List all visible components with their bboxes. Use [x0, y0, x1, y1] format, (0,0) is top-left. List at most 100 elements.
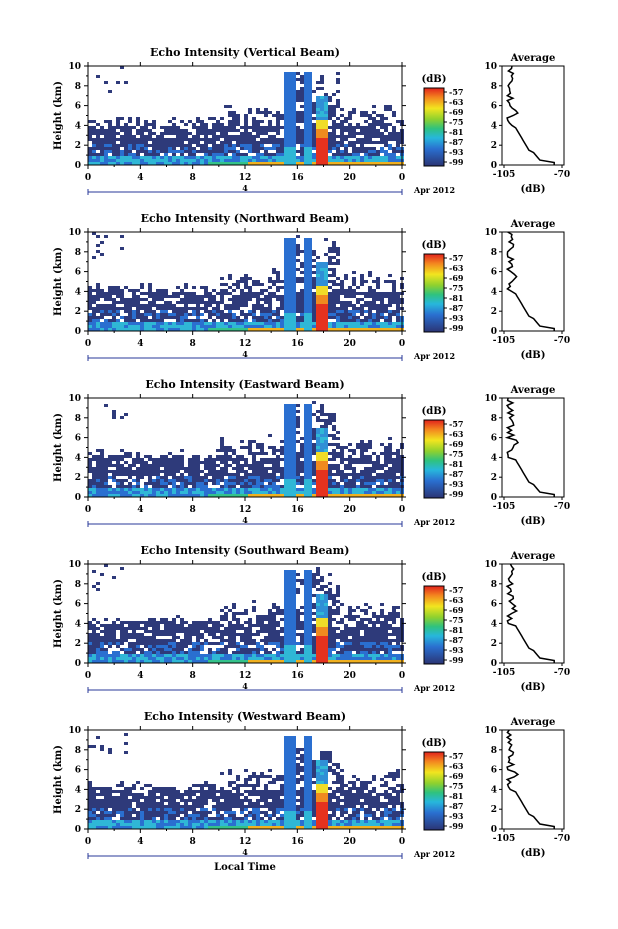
y-tick-label: 8	[75, 248, 81, 258]
profile-curve	[505, 729, 555, 829]
month-year-label: Apr 2012	[413, 351, 455, 361]
colorbar-tick-label: -93	[449, 645, 464, 655]
date-label: 4	[242, 183, 248, 193]
colorbar	[423, 419, 445, 499]
x-tick-label: 8	[190, 339, 196, 349]
x-tick-label: 4	[137, 339, 143, 349]
profile-x-tick-label: -105	[493, 170, 516, 180]
month-year-label: Apr 2012	[413, 517, 455, 527]
profile-y-tick-label: 6	[491, 600, 497, 610]
y-tick-label: 0	[75, 825, 81, 835]
colorbar	[423, 87, 445, 167]
colorbar-tick-label: -99	[449, 655, 464, 665]
profile-y-tick-label: 4	[491, 287, 497, 297]
colorbar	[423, 253, 445, 333]
profile-y-tick-label: 0	[491, 161, 497, 171]
colorbar-tick-label: -93	[449, 313, 464, 323]
y-tick-label: 0	[75, 161, 81, 171]
month-year-label: Apr 2012	[413, 185, 455, 195]
y-tick-label: 0	[75, 327, 81, 337]
colorbar-tick-label: -81	[449, 127, 463, 137]
profile-title: Average	[510, 717, 556, 728]
profile-y-tick-label: 4	[491, 785, 497, 795]
colorbar-tick-label: -99	[449, 489, 464, 499]
panel-1: Echo Intensity (Vertical Beam) 0 2 4 6 8 10 Hei…	[53, 46, 570, 195]
panel-5: Echo Intensity (Westward Beam) 0 2 4 6 8 10 Hei…	[53, 710, 570, 873]
profile-x-tick-label: -70	[554, 502, 570, 512]
colorbar-tick-label: -63	[449, 97, 464, 107]
colorbar-tick-label: -63	[449, 429, 464, 439]
colorbar-tick-label: -93	[449, 811, 464, 821]
profile-title: Average	[510, 385, 556, 396]
y-tick-label: 8	[75, 82, 81, 92]
profile-x-tick-label: -105	[493, 834, 516, 844]
profile-x-label: (dB)	[521, 848, 546, 859]
profile-x-tick-label: -70	[554, 668, 570, 678]
colorbar-unit: (dB)	[422, 240, 447, 251]
y-tick-label: 6	[75, 268, 81, 278]
x-tick-label: 12	[239, 339, 252, 349]
profile-y-tick-label: 2	[491, 473, 497, 483]
x-tick-label: 20	[343, 837, 356, 847]
x-tick-label: 0	[85, 505, 91, 515]
profile-x-tick-label: -70	[554, 170, 570, 180]
profile-y-tick-label: 10	[484, 560, 497, 570]
colorbar-tick-label: -81	[449, 791, 463, 801]
y-tick-label: 6	[75, 766, 81, 776]
colorbar-tick-label: -75	[449, 283, 463, 293]
profile-y-tick-label: 10	[484, 62, 497, 72]
x-tick-label: 0	[85, 671, 91, 681]
colorbar-unit: (dB)	[422, 74, 447, 85]
x-tick-label: 0	[399, 671, 405, 681]
profile-frame	[501, 65, 565, 166]
colorbar-tick-label: -99	[449, 821, 464, 831]
y-tick-label: 0	[75, 659, 81, 669]
profile-y-tick-label: 10	[484, 394, 497, 404]
profile-curve	[505, 65, 555, 165]
profile-y-tick-label: 2	[491, 639, 497, 649]
x-tick-label: 0	[85, 339, 91, 349]
heatmap-field	[88, 66, 404, 165]
profile-frame	[501, 563, 565, 664]
date-label: 4	[242, 847, 248, 857]
panel-title: Echo Intensity (Southward Beam)	[141, 544, 350, 557]
profile-x-tick-label: -105	[493, 668, 516, 678]
profile-y-tick-label: 8	[491, 746, 497, 756]
x-tick-label: 4	[137, 505, 143, 515]
y-tick-label: 4	[75, 619, 81, 629]
colorbar-tick-label: -75	[449, 615, 463, 625]
x-tick-label: 0	[85, 837, 91, 847]
colorbar-tick-label: -75	[449, 781, 463, 791]
x-tick-label: 0	[399, 173, 405, 183]
x-tick-label: 20	[343, 339, 356, 349]
colorbar-tick-label: -69	[449, 771, 464, 781]
y-axis-label: Height (km)	[53, 745, 64, 814]
y-tick-label: 8	[75, 580, 81, 590]
colorbar-tick-label: -57	[449, 87, 463, 97]
colorbar-tick-label: -69	[449, 107, 464, 117]
y-tick-label: 10	[68, 62, 81, 72]
profile-x-tick-label: -70	[554, 336, 570, 346]
y-tick-label: 8	[75, 746, 81, 756]
colorbar-tick-label: -63	[449, 263, 464, 273]
x-tick-label: 12	[239, 505, 252, 515]
colorbar-tick-label: -57	[449, 585, 463, 595]
colorbar-tick-label: -57	[449, 419, 463, 429]
y-tick-label: 8	[75, 414, 81, 424]
colorbar-unit: (dB)	[422, 572, 447, 583]
profile-y-tick-label: 0	[491, 825, 497, 835]
y-axis-label: Height (km)	[53, 579, 64, 648]
colorbar-tick-label: -75	[449, 117, 463, 127]
x-tick-label: 8	[190, 505, 196, 515]
x-tick-label: 8	[190, 837, 196, 847]
y-tick-label: 10	[68, 394, 81, 404]
profile-y-tick-label: 4	[491, 453, 497, 463]
colorbar-tick-label: -81	[449, 459, 463, 469]
profile-title: Average	[510, 551, 556, 562]
colorbar-tick-label: -57	[449, 253, 463, 263]
profile-x-label: (dB)	[521, 184, 546, 195]
y-tick-label: 2	[75, 141, 81, 151]
colorbar-tick-label: -63	[449, 761, 464, 771]
colorbar-tick-label: -69	[449, 439, 464, 449]
profile-y-tick-label: 6	[491, 434, 497, 444]
